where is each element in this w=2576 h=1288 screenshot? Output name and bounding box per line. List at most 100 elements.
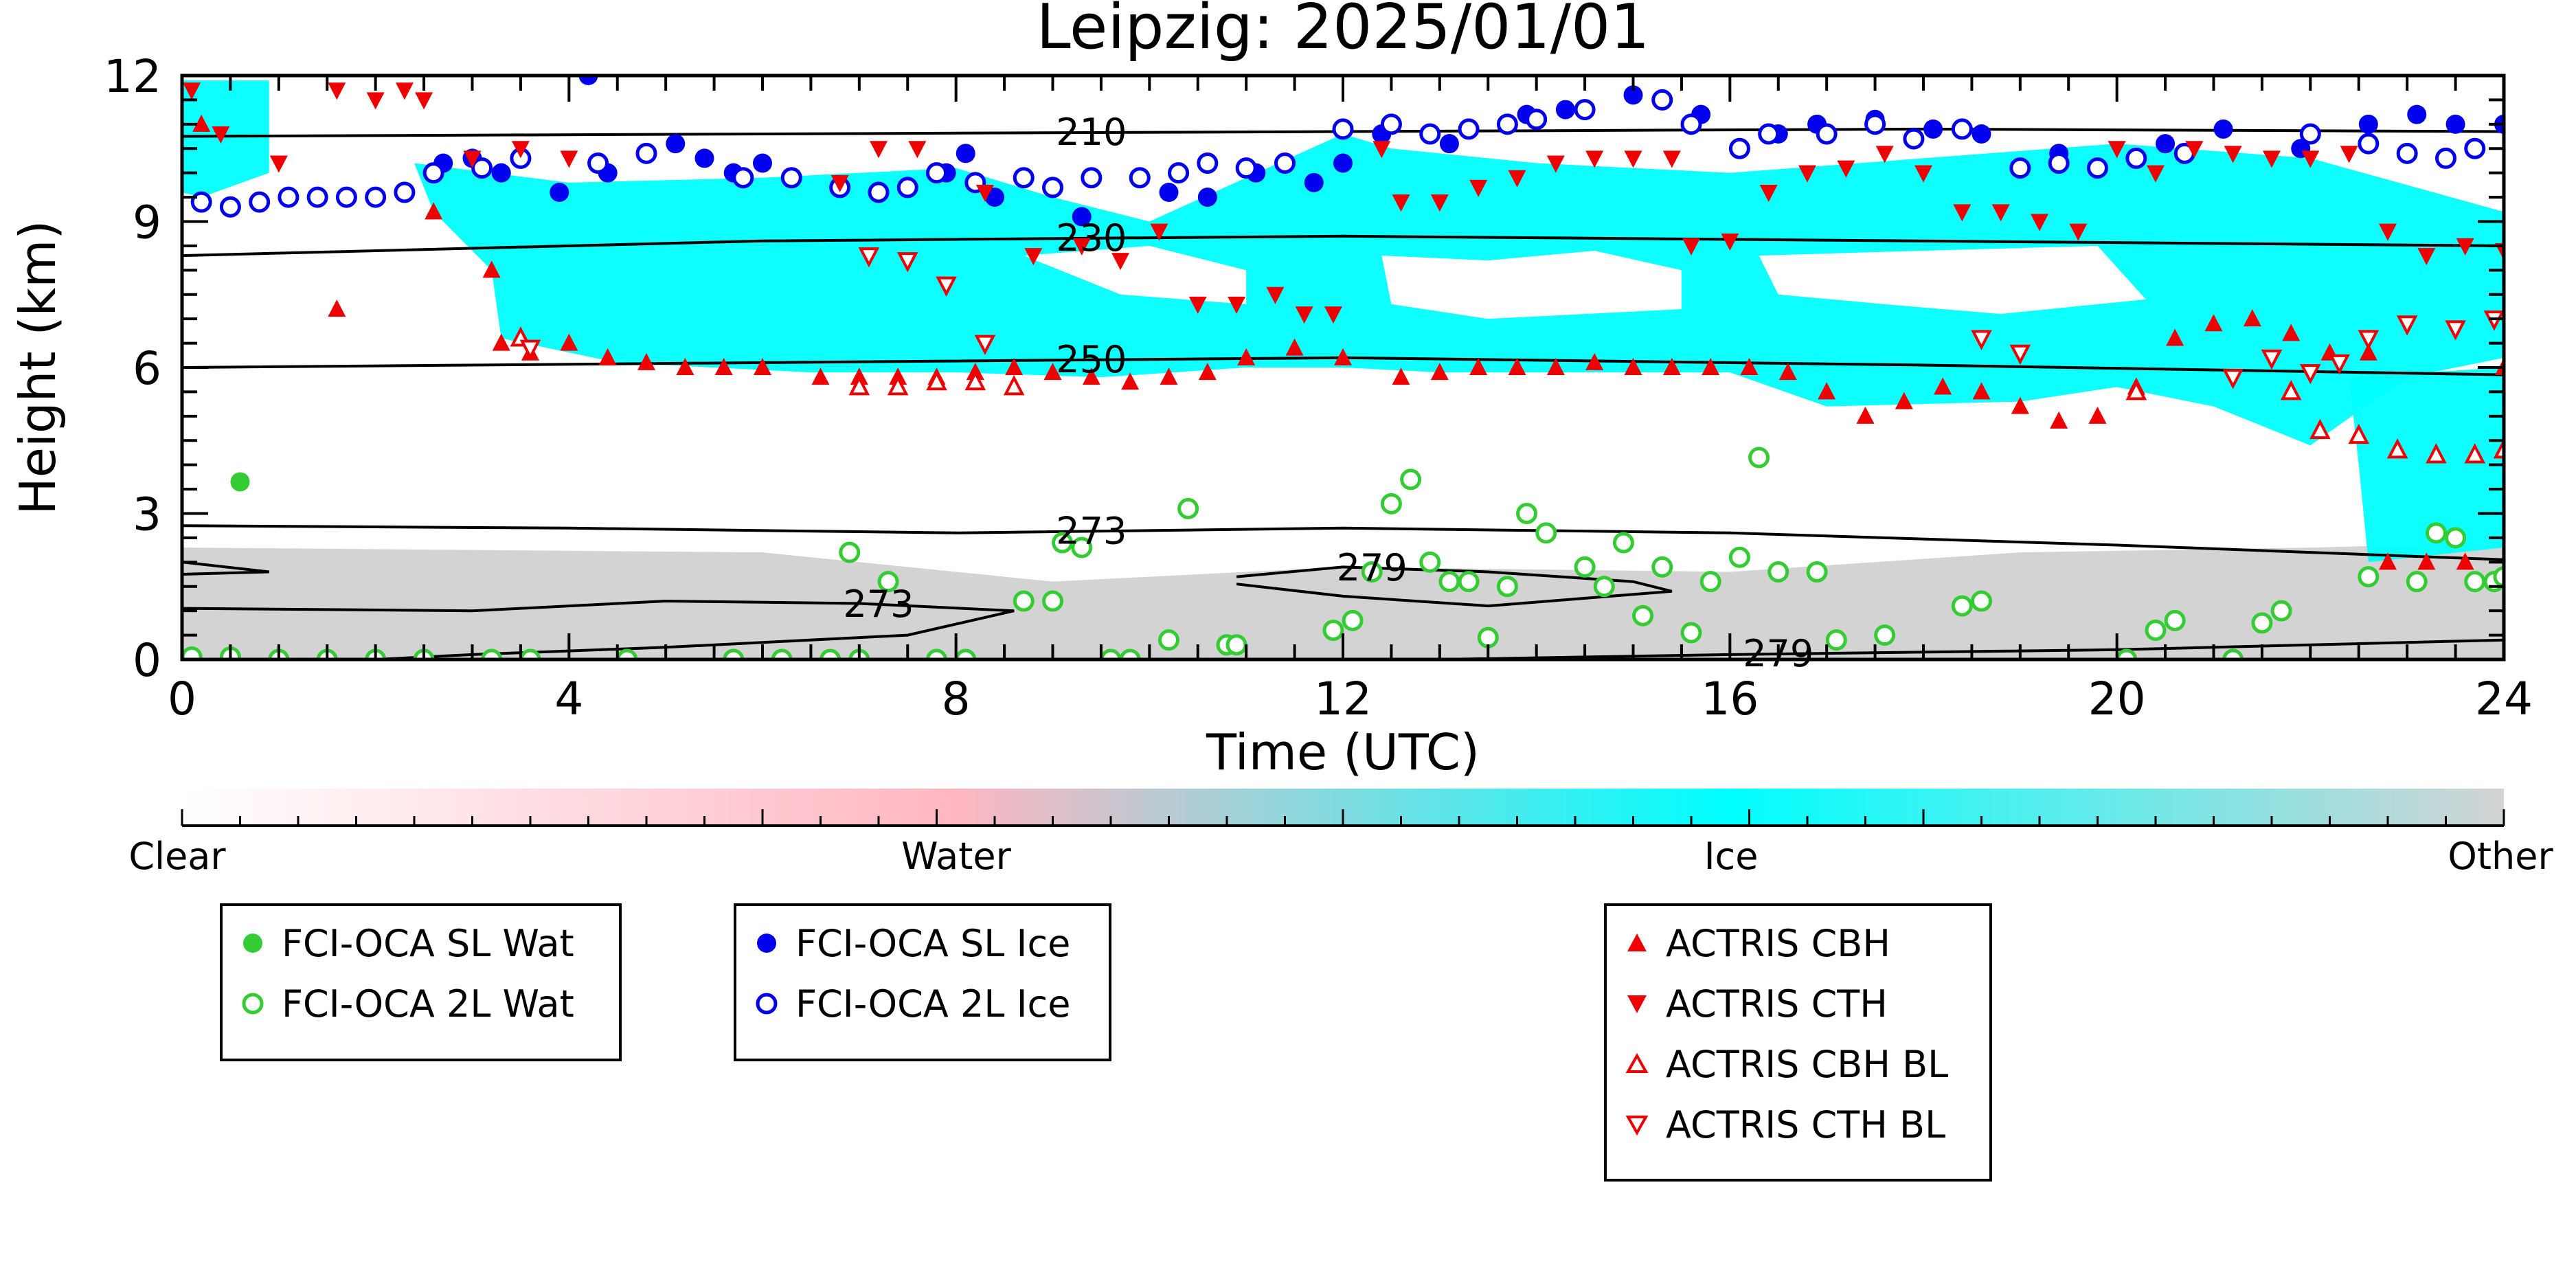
data-point (1825, 629, 1847, 651)
contour-label: 273 (1056, 509, 1127, 552)
data-point (1651, 556, 1673, 578)
data-point (249, 191, 271, 213)
legend-label: ACTRIS CTH (1666, 982, 1888, 1026)
data-point (637, 352, 655, 370)
data-point (269, 155, 288, 173)
data-point (2456, 552, 2474, 570)
legend-label: FCI-OCA 2L Ice (795, 982, 1071, 1026)
data-point (1574, 556, 1596, 578)
data-point (2396, 142, 2418, 164)
data-point (1372, 141, 1391, 159)
data-point (1526, 109, 1548, 131)
data-point (1003, 375, 1025, 396)
data-point (1837, 160, 1855, 178)
data-point (2425, 522, 2447, 544)
data-point (1991, 204, 2010, 222)
data-point (1304, 172, 1324, 192)
data-point (2358, 133, 2380, 155)
data-point (2417, 552, 2436, 570)
data-point (2358, 114, 2378, 134)
contour-label: 230 (1056, 216, 1127, 260)
data-point (2445, 527, 2467, 549)
data-point (1923, 119, 1943, 139)
data-point (2464, 571, 2486, 593)
data-point (1914, 165, 1932, 183)
data-point (578, 76, 598, 85)
data-point (975, 185, 994, 202)
data-point (1740, 358, 1759, 375)
data-point (1516, 503, 1538, 524)
data-point (955, 648, 977, 659)
data-point (1680, 622, 1702, 644)
data-point (1748, 447, 1770, 468)
data-point (2445, 320, 2466, 341)
data-point (2125, 147, 2147, 169)
cloud-classification-field (182, 80, 2504, 659)
data-point (1129, 167, 1151, 189)
data-point (723, 648, 745, 659)
data-point (425, 202, 443, 220)
data-point (2147, 165, 2165, 183)
data-point (1496, 113, 1518, 135)
data-point (908, 141, 927, 159)
data-point (2166, 328, 2184, 346)
colorbar: Clear Water Ice Other (128, 789, 2553, 878)
data-point (1392, 368, 1410, 385)
data-point (2309, 418, 2331, 440)
data-point (1508, 358, 1526, 375)
legend-item-fci-sl-wat: FCI-OCA SL Wat (239, 922, 574, 965)
legend-actris: ACTRIS CBH ACTRIS CTH ACTRIS CBH BL ACTR… (1604, 903, 1992, 1182)
data-point (1188, 296, 1207, 314)
data-point (190, 191, 212, 213)
data-point (1419, 123, 1441, 145)
data-point (811, 368, 830, 385)
legend-fci-water: FCI-OCA SL Wat FCI-OCA 2L Wat (220, 903, 622, 1061)
data-point (1380, 493, 1402, 515)
y-tick-label: 0 (133, 634, 161, 687)
temperature-contour-line (182, 561, 270, 576)
data-point (1469, 358, 1488, 375)
data-point (560, 333, 578, 351)
data-point (1680, 113, 1702, 135)
data-point (896, 177, 918, 199)
data-point (2125, 380, 2147, 400)
data-point (1285, 338, 1304, 356)
data-point (471, 157, 493, 179)
data-point (1651, 89, 1673, 111)
data-point (1477, 626, 1499, 648)
data-point (780, 167, 802, 189)
data-point (754, 358, 771, 375)
data-point (1874, 624, 1896, 646)
filled-circle-icon (757, 934, 776, 953)
data-point (2493, 438, 2504, 459)
data-point (1177, 497, 1199, 519)
colorbar-ticks (181, 809, 2505, 826)
data-point (1295, 306, 1313, 324)
x-tick-label: 0 (168, 673, 196, 725)
data-point (2379, 223, 2397, 241)
data-point (1013, 590, 1035, 612)
data-point (1546, 155, 1565, 173)
data-point (2270, 600, 2292, 622)
data-point (694, 148, 714, 168)
data-point (2340, 146, 2358, 163)
data-point (1951, 595, 1973, 617)
data-point (2329, 354, 2350, 375)
data-point (1198, 363, 1217, 381)
data-point (328, 300, 346, 317)
data-point (1361, 561, 1383, 583)
data-point (956, 144, 975, 163)
open-circle-icon (242, 993, 264, 1015)
data-point (1864, 113, 1886, 135)
data-point (1043, 363, 1062, 381)
data-point (771, 648, 793, 659)
data-point (1728, 137, 1750, 159)
data-point (2251, 612, 2273, 634)
x-tick-label: 20 (2088, 673, 2146, 725)
data-point (1111, 253, 1130, 271)
data-point (1392, 194, 1410, 212)
data-point (1052, 532, 1074, 554)
data-point (868, 181, 890, 203)
data-point (887, 375, 909, 396)
data-point (1150, 223, 1168, 241)
